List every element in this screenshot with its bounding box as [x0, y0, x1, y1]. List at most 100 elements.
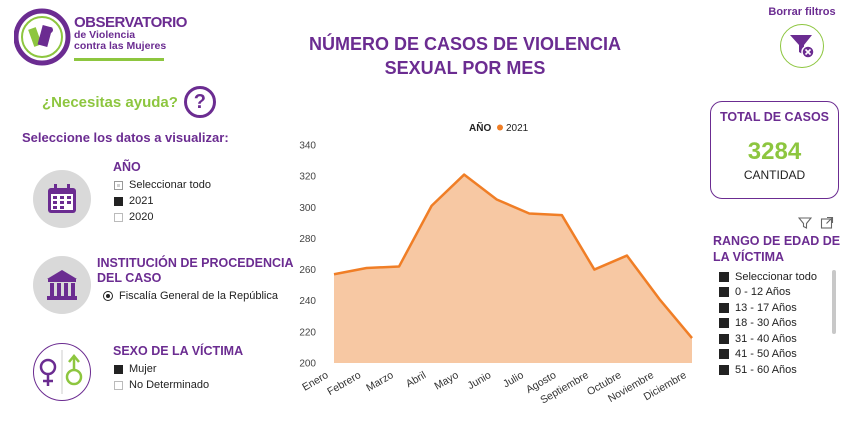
y-tick-label: 280: [299, 234, 316, 245]
radio-selected-icon[interactable]: [103, 291, 113, 301]
data-point[interactable]: [558, 211, 566, 219]
data-point[interactable]: [655, 295, 663, 303]
checkbox-icon[interactable]: [719, 364, 729, 375]
x-tick-label: Febrero: [325, 369, 363, 398]
institution-title-line-1: INSTITUCIÓN DE PROCEDENCIA: [97, 256, 294, 270]
question-mark-icon[interactable]: ?: [183, 86, 216, 118]
age-range-option[interactable]: Seleccionar todo: [719, 269, 817, 285]
institution-option-label[interactable]: Fiscalía General de la República: [119, 290, 278, 302]
legend-title: AÑO: [469, 121, 491, 134]
checkbox-icon[interactable]: [114, 364, 123, 374]
logo-underline: [74, 58, 164, 61]
select-data-label: Seleccione los datos a visualizar:: [22, 130, 229, 145]
sex-filter-title: SEXO DE LA VÍCTIMA: [113, 344, 244, 358]
y-axis: 200 220 240 260 280 300 320 340: [299, 141, 316, 370]
age-range-option[interactable]: 18 - 30 Años: [719, 316, 817, 332]
x-tick-label: Mayo: [432, 369, 460, 392]
legend-series-name[interactable]: 2021: [506, 123, 529, 134]
institution-filter-list: Fiscalía General de la República: [103, 288, 278, 304]
page-title: NÚMERO DE CASOS DE VIOLENCIA SEXUAL POR …: [280, 32, 650, 80]
page-title-line-2: SEXUAL POR MES: [384, 58, 546, 78]
institution-filter-title: INSTITUCIÓN DE PROCEDENCIA DEL CASO: [97, 256, 294, 286]
x-tick-label: Julio: [501, 369, 526, 390]
age-range-option-label[interactable]: 0 - 12 Años: [735, 286, 791, 299]
age-range-option[interactable]: 41 - 50 Años: [719, 347, 817, 363]
age-range-filter-title: RANGO DE EDAD DE LA VÍCTIMA: [713, 234, 841, 264]
data-point[interactable]: [330, 270, 338, 278]
sex-filter-list: Mujer No Determinado: [114, 361, 209, 393]
focus-mode-icon[interactable]: [820, 216, 834, 230]
checkbox-icon[interactable]: [114, 380, 123, 390]
total-cases-value: 3284: [747, 138, 802, 165]
y-tick-label: 260: [299, 265, 316, 276]
clear-filters[interactable]: Borrar filtros: [762, 6, 842, 68]
observatory-emblem-icon: [14, 8, 71, 66]
y-tick-label: 200: [299, 359, 316, 370]
data-point[interactable]: [623, 252, 631, 260]
plot-area: [330, 171, 696, 363]
year-filter-title: AÑO: [113, 160, 141, 174]
total-cases-title: TOTAL DE CASOS: [719, 110, 830, 124]
age-range-option[interactable]: 0 - 12 Años: [719, 285, 817, 301]
series-line-2021[interactable]: [333, 173, 693, 339]
y-tick-label: 340: [299, 141, 316, 152]
data-point[interactable]: [525, 210, 533, 218]
y-tick-label: 240: [299, 296, 316, 307]
age-range-option-label[interactable]: 18 - 30 Años: [735, 317, 797, 330]
year-option[interactable]: 2020: [114, 209, 211, 225]
clear-filters-button[interactable]: [780, 24, 824, 68]
x-tick-label: Abril: [404, 369, 428, 390]
y-tick-label: 300: [299, 203, 316, 214]
sex-option[interactable]: No Determinado: [114, 377, 209, 393]
year-option[interactable]: Seleccionar todo: [114, 177, 211, 193]
age-range-option-label[interactable]: Seleccionar todo: [735, 270, 817, 283]
sex-option-label[interactable]: Mujer: [129, 363, 157, 375]
sex-option[interactable]: Mujer: [114, 361, 209, 377]
data-point[interactable]: [363, 264, 371, 272]
total-cases-subtitle: CANTIDAD: [743, 168, 806, 182]
checkbox-icon[interactable]: [114, 196, 123, 206]
help-link[interactable]: ¿Necesitas ayuda? ?: [42, 86, 216, 118]
building-icon: [33, 256, 91, 314]
age-range-option-label[interactable]: 13 - 17 Años: [735, 301, 797, 314]
year-option-label[interactable]: Seleccionar todo: [129, 179, 211, 191]
checkbox-icon[interactable]: [719, 333, 729, 344]
year-option[interactable]: 2021: [114, 193, 211, 209]
checkbox-icon[interactable]: [719, 302, 729, 313]
year-option-label[interactable]: 2020: [129, 211, 154, 223]
data-point[interactable]: [493, 196, 501, 204]
institution-option[interactable]: Fiscalía General de la República: [103, 288, 278, 304]
age-range-option-label[interactable]: 41 - 50 Años: [735, 348, 797, 361]
year-option-label[interactable]: 2021: [129, 195, 154, 207]
observatory-logo: OBSERVATORIO de Violencia contra las Muj…: [14, 8, 187, 66]
data-point[interactable]: [460, 171, 468, 179]
funnel-clear-icon: [790, 35, 815, 59]
filter-icon[interactable]: [798, 216, 812, 230]
age-range-option[interactable]: 51 - 60 Años: [719, 362, 817, 378]
visual-header-icons: [798, 216, 834, 230]
checkbox-icon[interactable]: [719, 271, 729, 282]
age-range-option[interactable]: 13 - 17 Años: [719, 300, 817, 316]
checkbox-icon[interactable]: [719, 349, 729, 360]
checkbox-icon[interactable]: [114, 212, 123, 222]
chart-legend: AÑO 2021: [469, 121, 529, 134]
y-tick-label: 320: [299, 172, 316, 183]
age-range-option-label[interactable]: 31 - 40 Años: [735, 332, 797, 345]
help-label[interactable]: ¿Necesitas ayuda?: [42, 93, 178, 111]
age-range-option[interactable]: 31 - 40 Años: [719, 331, 817, 347]
clear-filters-label[interactable]: Borrar filtros: [768, 6, 836, 18]
data-point[interactable]: [395, 262, 403, 270]
data-point[interactable]: [590, 266, 598, 274]
age-list-scrollbar[interactable]: [832, 270, 836, 334]
x-tick-label: Junio: [465, 369, 493, 392]
sex-option-label[interactable]: No Determinado: [129, 379, 210, 391]
checkbox-icon[interactable]: [114, 180, 123, 190]
data-point[interactable]: [428, 202, 436, 210]
data-point[interactable]: [688, 334, 696, 342]
age-range-option-label[interactable]: 51 - 60 Años: [735, 363, 797, 376]
checkbox-icon[interactable]: [719, 318, 729, 329]
x-tick-label: Marzo: [364, 369, 395, 394]
checkbox-icon[interactable]: [719, 287, 729, 298]
gender-symbols-icon: [33, 343, 91, 401]
